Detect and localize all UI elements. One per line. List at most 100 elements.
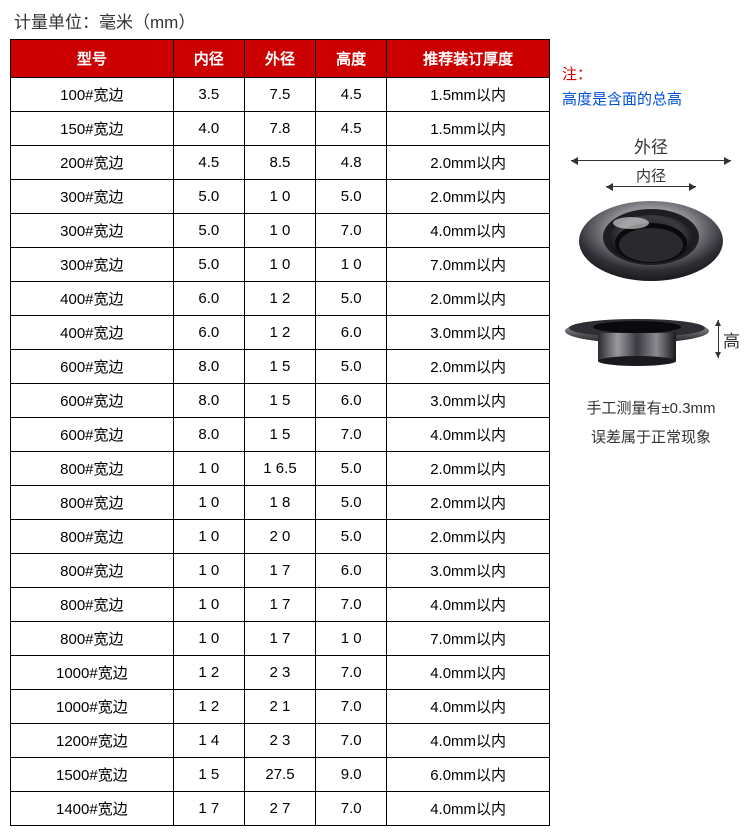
table-cell: 1 0 — [316, 248, 387, 282]
table-cell: 800#宽边 — [11, 622, 174, 656]
table-cell: 1 8 — [244, 486, 315, 520]
table-cell: 1 5 — [244, 418, 315, 452]
table-cell: 3.0mm以内 — [387, 554, 550, 588]
table-row: 600#宽边8.01 56.03.0mm以内 — [11, 384, 550, 418]
table-row: 300#宽边5.01 05.02.0mm以内 — [11, 180, 550, 214]
table-cell: 4.0mm以内 — [387, 724, 550, 758]
table-cell: 5.0 — [316, 452, 387, 486]
table-cell: 1 0 — [244, 214, 315, 248]
table-row: 1200#宽边1 42 37.04.0mm以内 — [11, 724, 550, 758]
table-body: 100#宽边3.57.54.51.5mm以内150#宽边4.07.84.51.5… — [11, 78, 550, 826]
table-cell: 2 1 — [244, 690, 315, 724]
table-cell: 1 2 — [244, 316, 315, 350]
manual-note: 手工测量有±0.3mm 误差属于正常现象 — [562, 395, 740, 452]
table-row: 800#宽边1 01 77.04.0mm以内 — [11, 588, 550, 622]
table-cell: 800#宽边 — [11, 486, 174, 520]
table-cell: 4.0mm以内 — [387, 418, 550, 452]
table-cell: 1200#宽边 — [11, 724, 174, 758]
table-row: 1400#宽边1 72 77.04.0mm以内 — [11, 792, 550, 826]
table-cell: 5.0 — [316, 180, 387, 214]
table-section: 型号 内径 外径 高度 推荐装订厚度 100#宽边3.57.54.51.5mm以… — [10, 39, 550, 826]
table-cell: 2.0mm以内 — [387, 452, 550, 486]
table-row: 200#宽边4.58.54.82.0mm以内 — [11, 146, 550, 180]
table-cell: 1 0 — [173, 486, 244, 520]
table-cell: 6.0 — [316, 384, 387, 418]
unit-label: 计量单位：毫米（mm） — [10, 8, 740, 33]
main-container: 型号 内径 外径 高度 推荐装订厚度 100#宽边3.57.54.51.5mm以… — [10, 39, 740, 826]
table-cell: 5.0 — [316, 282, 387, 316]
table-cell: 7.0 — [316, 724, 387, 758]
table-row: 600#宽边8.01 55.02.0mm以内 — [11, 350, 550, 384]
table-cell: 5.0 — [316, 350, 387, 384]
table-row: 600#宽边8.01 57.04.0mm以内 — [11, 418, 550, 452]
table-cell: 2.0mm以内 — [387, 520, 550, 554]
table-cell: 2.0mm以内 — [387, 486, 550, 520]
table-row: 400#宽边6.01 25.02.0mm以内 — [11, 282, 550, 316]
table-row: 1000#宽边1 22 37.04.0mm以内 — [11, 656, 550, 690]
table-cell: 800#宽边 — [11, 588, 174, 622]
table-cell: 1400#宽边 — [11, 792, 174, 826]
table-header-row: 型号 内径 外径 高度 推荐装订厚度 — [11, 40, 550, 78]
table-cell: 1 5 — [173, 758, 244, 792]
table-row: 1500#宽边1 527.59.06.0mm以内 — [11, 758, 550, 792]
table-row: 800#宽边1 02 05.02.0mm以内 — [11, 520, 550, 554]
table-cell: 5.0 — [316, 486, 387, 520]
table-cell: 4.5 — [316, 112, 387, 146]
table-cell: 300#宽边 — [11, 248, 174, 282]
table-cell: 5.0 — [173, 248, 244, 282]
table-cell: 1 0 — [173, 452, 244, 486]
table-cell: 1 5 — [244, 350, 315, 384]
table-row: 800#宽边1 01 6.55.02.0mm以内 — [11, 452, 550, 486]
table-cell: 4.0mm以内 — [387, 792, 550, 826]
table-cell: 4.0 — [173, 112, 244, 146]
manual-line1: 手工测量有±0.3mm — [562, 395, 740, 424]
table-cell: 300#宽边 — [11, 180, 174, 214]
table-cell: 6.0 — [316, 316, 387, 350]
col-outer: 外径 — [244, 40, 315, 78]
table-cell: 7.0 — [316, 690, 387, 724]
table-cell: 1 7 — [244, 554, 315, 588]
table-cell: 7.0mm以内 — [387, 248, 550, 282]
table-cell: 1 6.5 — [244, 452, 315, 486]
table-cell: 7.0mm以内 — [387, 622, 550, 656]
table-cell: 2.0mm以内 — [387, 146, 550, 180]
manual-line2: 误差属于正常现象 — [562, 424, 740, 453]
table-cell: 800#宽边 — [11, 452, 174, 486]
table-cell: 1 5 — [244, 384, 315, 418]
note-title: 注： — [562, 63, 740, 84]
table-cell: 1 7 — [173, 792, 244, 826]
table-cell: 8.5 — [244, 146, 315, 180]
table-cell: 1 2 — [173, 656, 244, 690]
table-cell: 6.0mm以内 — [387, 758, 550, 792]
outer-dia-label: 外径 — [571, 133, 731, 158]
table-cell: 7.0 — [316, 214, 387, 248]
table-row: 800#宽边1 01 71 07.0mm以内 — [11, 622, 550, 656]
spec-table: 型号 内径 外径 高度 推荐装订厚度 100#宽边3.57.54.51.5mm以… — [10, 39, 550, 826]
table-cell: 2.0mm以内 — [387, 350, 550, 384]
table-cell: 6.0 — [173, 316, 244, 350]
col-height: 高度 — [316, 40, 387, 78]
eyelet-top-icon — [576, 193, 726, 283]
table-cell: 3.0mm以内 — [387, 316, 550, 350]
table-cell: 800#宽边 — [11, 520, 174, 554]
col-thick: 推荐装订厚度 — [387, 40, 550, 78]
eyelet-side-icon — [562, 317, 712, 367]
table-cell: 7.8 — [244, 112, 315, 146]
table-cell: 7.0 — [316, 656, 387, 690]
table-cell: 1 0 — [316, 622, 387, 656]
table-cell: 4.0mm以内 — [387, 588, 550, 622]
table-cell: 8.0 — [173, 384, 244, 418]
height-label: 高 — [723, 327, 740, 352]
table-cell: 1000#宽边 — [11, 656, 174, 690]
table-cell: 4.5 — [173, 146, 244, 180]
table-cell: 7.5 — [244, 78, 315, 112]
table-cell: 2.0mm以内 — [387, 282, 550, 316]
table-cell: 300#宽边 — [11, 214, 174, 248]
table-cell: 1 0 — [244, 180, 315, 214]
table-cell: 600#宽边 — [11, 350, 174, 384]
table-cell: 600#宽边 — [11, 384, 174, 418]
table-cell: 800#宽边 — [11, 554, 174, 588]
table-cell: 150#宽边 — [11, 112, 174, 146]
table-cell: 2 0 — [244, 520, 315, 554]
table-cell: 7.0 — [316, 418, 387, 452]
